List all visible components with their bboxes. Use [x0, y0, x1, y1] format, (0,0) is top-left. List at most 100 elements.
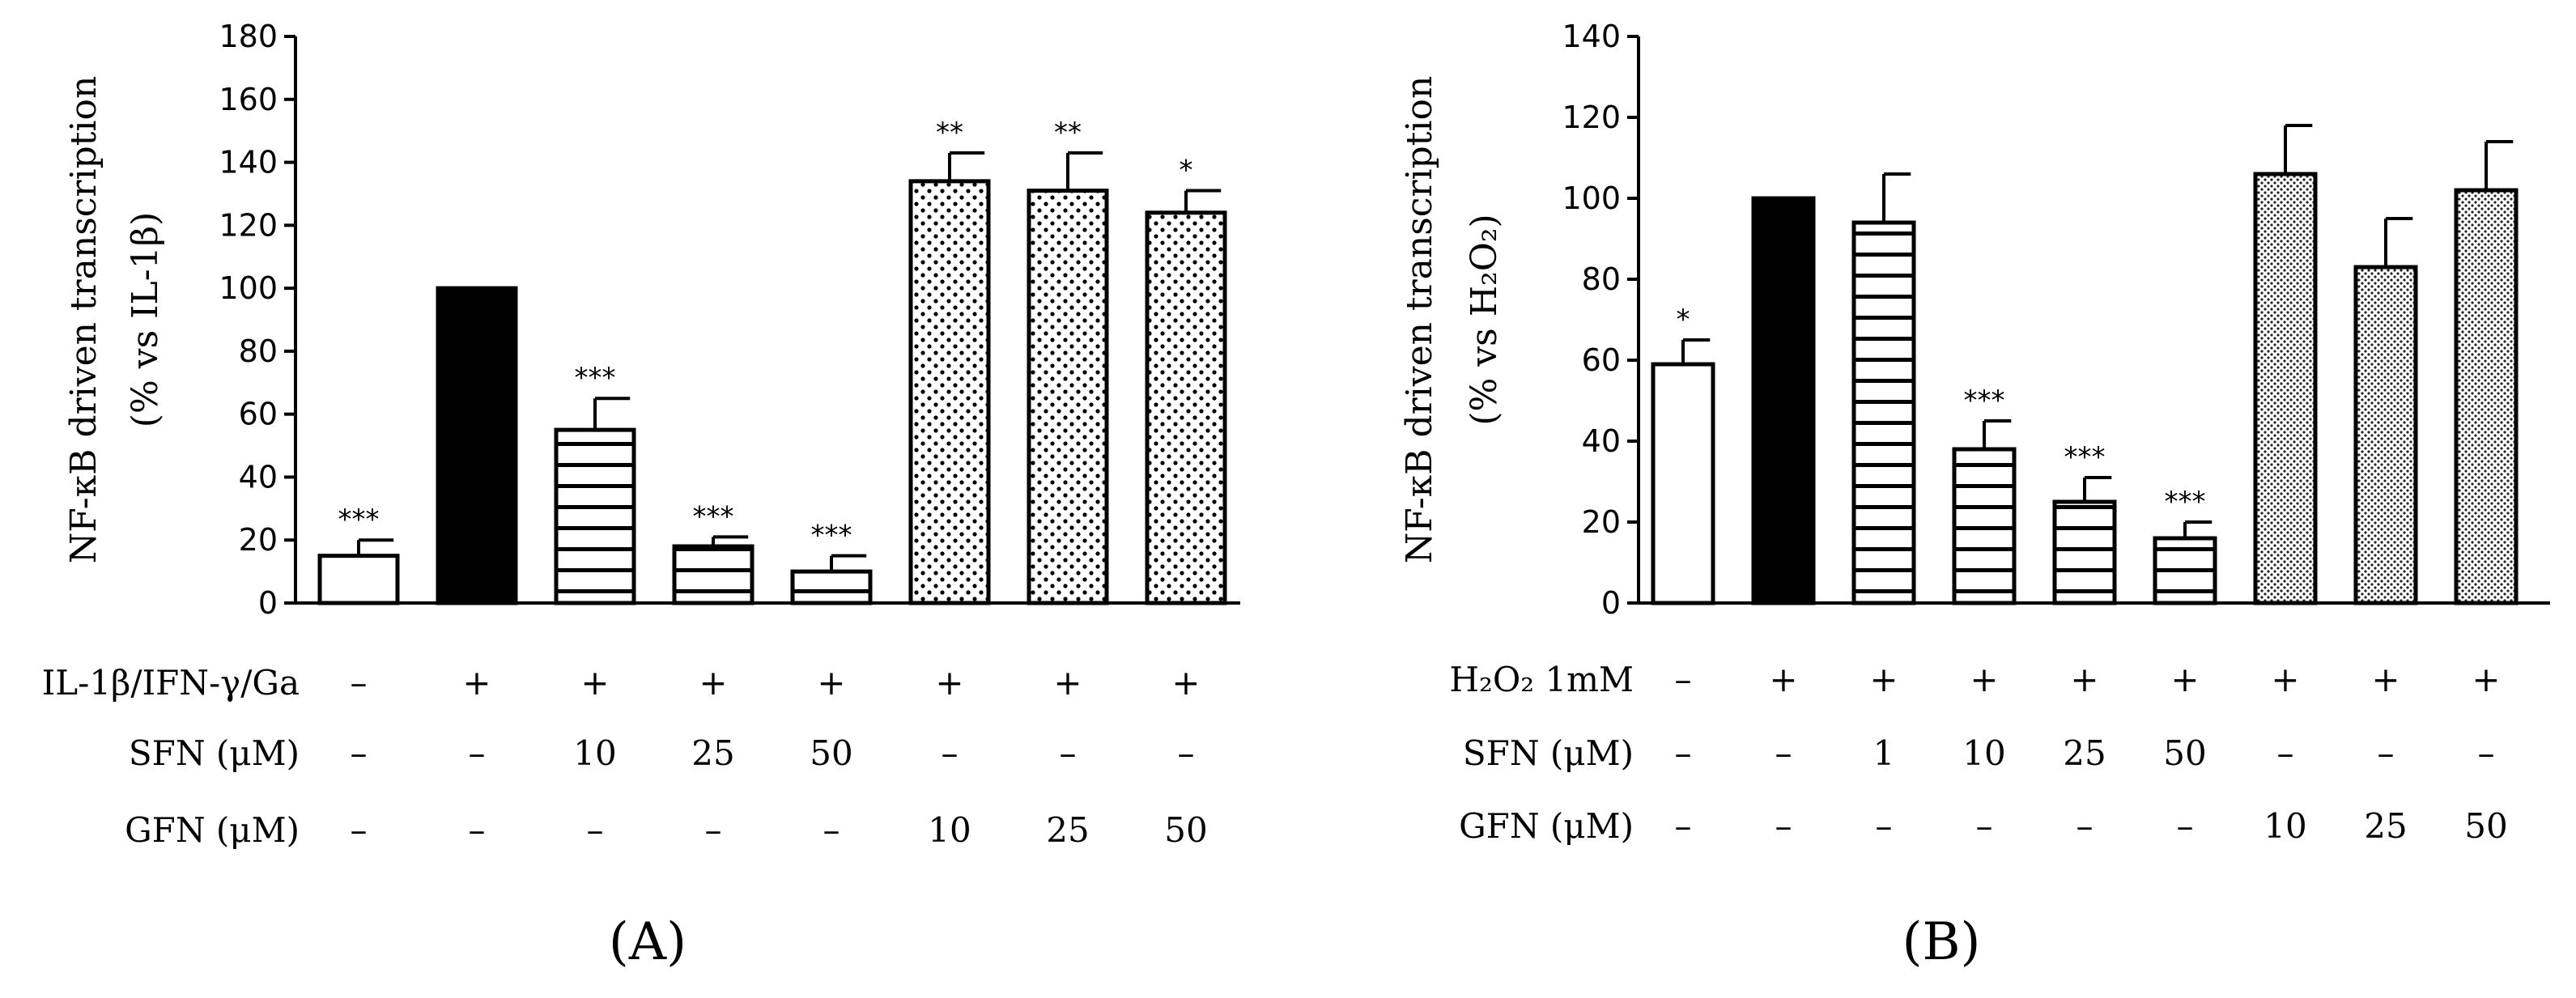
panel-b-condition-value: 10 [2264, 806, 2306, 846]
panel-b-condition-row-label: GFN (μM) [1459, 806, 1634, 846]
panel-a-condition-value: 25 [691, 733, 734, 773]
panel-b-condition-value: + [1869, 660, 1898, 699]
panel-a-significance-label: ** [1054, 117, 1082, 149]
panel-a-significance-label: *** [575, 362, 616, 394]
panel-a-condition-value: – [469, 810, 486, 850]
panel-a-condition-value: – [1178, 733, 1195, 773]
panel-a-condition-value: – [351, 810, 368, 850]
panel-a-condition-value: 10 [573, 733, 616, 773]
panel-a-condition-value: – [705, 810, 722, 850]
panel-b-y-tick-label: 100 [1562, 180, 1621, 216]
panel-b-bar [1952, 447, 2017, 605]
panel-b-condition-value: – [1675, 660, 1692, 699]
panel-a-y-tick-label: 160 [219, 82, 278, 117]
panel-b-condition-value: 10 [1962, 733, 2005, 773]
panel-a-y-tick-label: 120 [219, 207, 278, 243]
panel-b-bar [2454, 188, 2519, 605]
panel-b-y-tick-label: 60 [1582, 342, 1621, 378]
panel-b-bar [2052, 499, 2117, 605]
panel-b-bar [1651, 362, 1715, 605]
panel-a-condition-row-label: SFN (μM) [129, 733, 300, 773]
panel-b-condition-value: + [2170, 660, 2199, 699]
panel-a-condition-value: + [817, 663, 845, 703]
panel-a-condition-value: 50 [1164, 810, 1207, 850]
panel-b-chart: 0 20 40 60 80 100 120 140 NF-κB driven transcrip… [1399, 19, 2550, 972]
panel-a-condition-row-label: IL-1β/IFN-γ/Ga [42, 663, 300, 703]
panel-b-bar [2153, 536, 2217, 605]
panel-b-y-axis-title: NF-κB driven transcription [1399, 76, 1440, 564]
panel-b-condition-value: – [1775, 733, 1792, 773]
panel-a-condition-value: + [1171, 663, 1200, 703]
panel-b-condition-value: – [1876, 806, 1893, 846]
panel-a-y-tick-label: 180 [219, 19, 278, 54]
panel-b-condition-value: + [1970, 660, 1998, 699]
panel-a-condition-value: + [935, 663, 963, 703]
panel-a-condition-value: – [587, 810, 604, 850]
panel-a-significance-label: ** [936, 117, 963, 149]
panel-a-y-tick-label: 40 [239, 459, 278, 495]
panel-b-condition-value: – [2478, 733, 2495, 773]
panel-a-bar [436, 286, 518, 605]
panel-a-y-tick-label: 20 [239, 522, 278, 558]
panel-b-condition-value: – [1775, 806, 1792, 846]
panel-b-condition-value: – [2277, 733, 2294, 773]
panel-b-condition-value: 25 [2063, 733, 2106, 773]
panel-a-y-axis-title: NF-κB driven transcription [63, 76, 104, 564]
panel-a-significance-label: *** [693, 500, 734, 533]
panel-b-significance-label: *** [2064, 441, 2106, 474]
panel-a-condition-value: – [1060, 733, 1077, 773]
panel-b-y-tick-label: 40 [1582, 423, 1621, 459]
panel-b-condition-value: + [2371, 660, 2400, 699]
panel-a-condition-value: + [699, 663, 727, 703]
panel-a-bar [908, 179, 991, 605]
panel-b-y-tick-label: 140 [1562, 19, 1621, 54]
panel-a-y-tick-label: 140 [219, 145, 278, 180]
panel-b-significance-label: * [1677, 304, 1690, 336]
panel-a-bar [1145, 210, 1227, 605]
panel-a-bar [672, 544, 755, 605]
panel-a-y-tick-label: 100 [219, 270, 278, 306]
panel-a-chart: 0 20 40 60 80 100 120 140 160 180 NF-κB driven tra… [42, 19, 1240, 972]
panel-b-significance-label: *** [1964, 384, 2005, 417]
panel-b-y-axis-subtitle: (% vs H₂O₂) [1464, 214, 1505, 425]
panel-b-condition-value: – [1675, 806, 1692, 846]
panel-a-condition-value: – [942, 733, 959, 773]
panel-a-condition-value: – [823, 810, 840, 850]
panel-b-y-tick-label: 20 [1582, 504, 1621, 540]
panel-a-bar [317, 554, 400, 605]
panel-a-condition-value: + [580, 663, 609, 703]
panel-a-condition-row-label: GFN (μM) [125, 810, 300, 850]
panel-b-condition-value: 1 [1873, 733, 1895, 773]
panel-b-y-tick-label: 0 [1601, 585, 1621, 621]
panel-a-condition-value: – [351, 663, 368, 703]
panel-b-y-tick-label: 120 [1562, 100, 1621, 135]
panel-a-panel-label: (A) [609, 912, 687, 972]
panel-a-bar [1027, 189, 1109, 605]
panel-b-condition-value: 25 [2364, 806, 2407, 846]
panel-b-bar [1851, 220, 1916, 605]
panel-b-y-tick-label: 80 [1582, 261, 1621, 297]
panel-a-y-tick-label: 0 [258, 585, 278, 621]
panel-a-condition-value: + [462, 663, 491, 703]
panel-b-bar [2353, 265, 2418, 605]
panel-a-significance-label: * [1180, 155, 1193, 187]
panel-b-condition-value: – [1675, 733, 1692, 773]
panel-a-significance-label: *** [338, 503, 380, 536]
panel-b-significance-label: *** [2165, 486, 2206, 518]
panel-a-bar [554, 427, 636, 605]
panel-b-condition-value: 50 [2464, 806, 2507, 846]
panel-b-condition-value: + [2271, 660, 2299, 699]
panel-a-condition-value: 25 [1046, 810, 1089, 850]
panel-b-condition-value: – [2378, 733, 2395, 773]
panel-b-condition-value: + [2070, 660, 2098, 699]
panel-b-condition-value: – [1976, 806, 1993, 846]
panel-a-y-axis-subtitle: (% vs IL-1β) [125, 212, 166, 427]
panel-b-condition-value: + [2472, 660, 2500, 699]
panel-a-condition-value: 50 [810, 733, 852, 773]
panel-b-panel-label: (B) [1902, 912, 1981, 972]
panel-a-condition-value: – [351, 733, 368, 773]
panel-a-bar [790, 569, 873, 605]
panel-b-bar [1751, 196, 1816, 605]
panel-b-condition-value: – [2077, 806, 2094, 846]
